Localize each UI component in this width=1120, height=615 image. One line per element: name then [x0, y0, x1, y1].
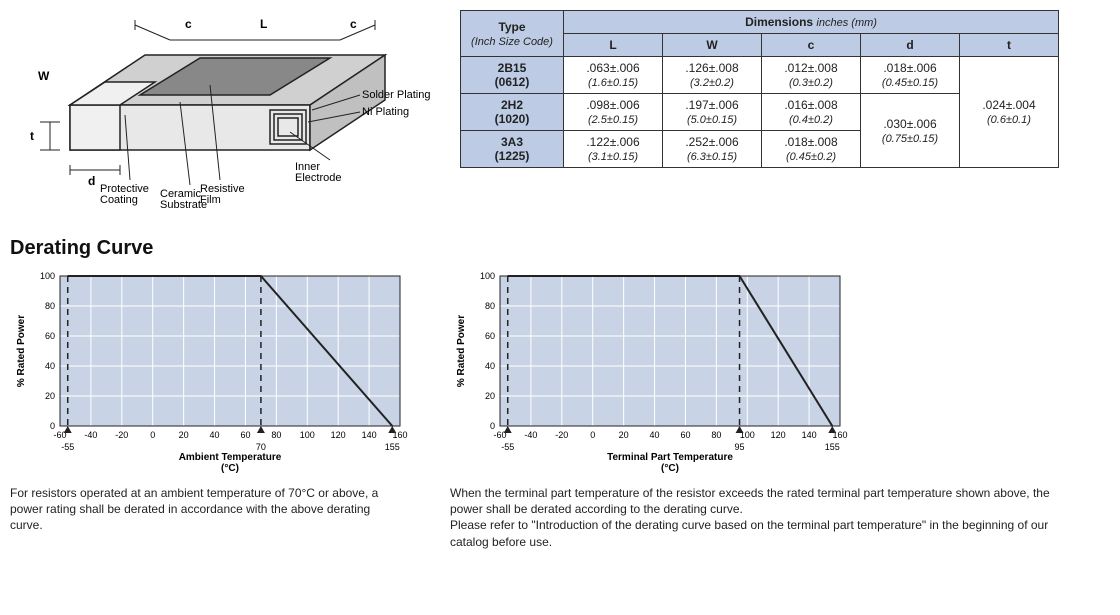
component-diagram: c L c W [10, 10, 430, 223]
svg-text:-20: -20 [555, 430, 568, 440]
svg-text:-55: -55 [501, 442, 514, 452]
dim-d: d [88, 174, 95, 188]
svg-text:120: 120 [771, 430, 786, 440]
svg-text:40: 40 [45, 361, 55, 371]
svg-text:95: 95 [735, 442, 745, 452]
svg-text:20: 20 [179, 430, 189, 440]
th-type-sub: (Inch Size Code) [471, 36, 553, 48]
dim-c-left: c [185, 17, 192, 31]
svg-text:60: 60 [240, 430, 250, 440]
svg-text:100: 100 [40, 271, 55, 281]
th-dims-unit: inches (mm) [816, 17, 877, 29]
svg-text:0: 0 [50, 421, 55, 431]
svg-text:% Rated Power: % Rated Power [16, 315, 27, 387]
svg-text:-20: -20 [115, 430, 128, 440]
col-t: t [960, 34, 1059, 57]
chart1-caption: For resistors operated at an ambient tem… [10, 485, 390, 534]
svg-text:60: 60 [485, 331, 495, 341]
svg-text:0: 0 [490, 421, 495, 431]
svg-text:0: 0 [590, 430, 595, 440]
dimensions-table: Type (Inch Size Code) Dimensions inches … [460, 10, 1059, 168]
svg-text:0: 0 [150, 430, 155, 440]
svg-text:(°C): (°C) [221, 463, 239, 474]
col-c: c [762, 34, 861, 57]
th-dims: Dimensions [745, 15, 813, 29]
top-row: c L c W [10, 10, 1110, 223]
svg-text:80: 80 [271, 430, 281, 440]
dim-L: L [260, 17, 267, 31]
label-inner: InnerElectrode [295, 161, 341, 184]
svg-text:155: 155 [385, 442, 400, 452]
dim-c-right: c [350, 17, 357, 31]
svg-text:80: 80 [45, 301, 55, 311]
label-ceramic: CeramicSubstrate [160, 188, 207, 211]
charts-row: -60-40-20020406080100120140160-557015502… [10, 266, 1110, 550]
svg-text:-60: -60 [493, 430, 506, 440]
svg-text:120: 120 [331, 430, 346, 440]
col-W: W [663, 34, 762, 57]
col-d: d [861, 34, 960, 57]
svg-text:-40: -40 [524, 430, 537, 440]
th-type: Type [498, 20, 525, 34]
svg-text:40: 40 [485, 361, 495, 371]
dim-t: t [30, 129, 34, 143]
svg-text:40: 40 [210, 430, 220, 440]
svg-text:60: 60 [45, 331, 55, 341]
label-ni: Ni Plating [362, 106, 409, 118]
svg-text:80: 80 [485, 301, 495, 311]
label-protective: ProtectiveCoating [100, 183, 149, 206]
svg-text:% Rated Power: % Rated Power [456, 315, 467, 387]
svg-text:100: 100 [300, 430, 315, 440]
svg-text:-40: -40 [84, 430, 97, 440]
svg-text:-60: -60 [53, 430, 66, 440]
label-solder: Solder Plating [362, 89, 430, 101]
svg-text:140: 140 [362, 430, 377, 440]
svg-text:155: 155 [825, 442, 840, 452]
chart2-caption: When the terminal part temperature of th… [450, 485, 1050, 550]
svg-text:20: 20 [485, 391, 495, 401]
svg-text:40: 40 [650, 430, 660, 440]
chart-ambient: -60-40-20020406080100120140160-557015502… [10, 266, 410, 550]
svg-text:140: 140 [802, 430, 817, 440]
svg-text:60: 60 [680, 430, 690, 440]
svg-text:-55: -55 [61, 442, 74, 452]
col-L: L [564, 34, 663, 57]
dim-W: W [38, 69, 50, 83]
svg-text:70: 70 [256, 442, 266, 452]
chart-terminal: -60-40-20020406080100120140160-559515502… [450, 266, 1050, 550]
svg-text:20: 20 [45, 391, 55, 401]
svg-text:100: 100 [480, 271, 495, 281]
svg-text:20: 20 [619, 430, 629, 440]
svg-text:Ambient Temperature: Ambient Temperature [179, 452, 282, 463]
svg-text:(°C): (°C) [661, 463, 679, 474]
svg-text:Terminal Part Temperature: Terminal Part Temperature [607, 452, 733, 463]
svg-text:80: 80 [711, 430, 721, 440]
table-row: 2B15(0612) .063±.006(1.6±0.15) .126±.008… [461, 57, 1059, 94]
section-title: Derating Curve [10, 237, 1110, 260]
